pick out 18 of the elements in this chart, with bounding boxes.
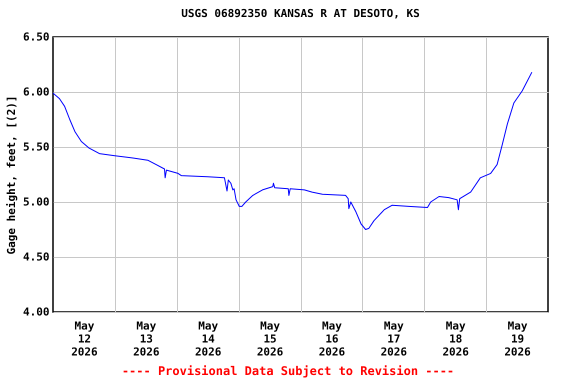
y-axis-title: Gage height, feet, [(2)] [5,96,18,254]
x-tick-label: May 13 2026 [133,320,160,358]
y-tick-label: 4.00 [23,306,50,318]
y-tick-label: 4.50 [23,250,50,264]
y-tick-label: 5.00 [23,196,50,208]
line-series [53,72,532,230]
y-tick-label: 6.00 [23,86,50,98]
text: ---- Provisional Data Subject to Revision ---- [120,364,456,378]
x-tick-label: May 14 2026 [194,320,222,358]
x-tick-label: May 15 2026 [256,320,284,358]
x-tick-label: May 18 2026 [442,320,470,358]
y-tick-label: 6.50 [23,30,50,44]
x-tick-label: May 12 2026 [71,320,98,358]
chart-title: USGS 06892350 KANSAS R AT DESOTO, KS [181,7,420,20]
y-tick-label: 5.50 [23,140,50,154]
x-tick-label: May 19 2026 [504,320,532,358]
x-tick-label: May 17 2026 [380,320,408,358]
x-tick-label: May 16 2026 [318,320,346,358]
